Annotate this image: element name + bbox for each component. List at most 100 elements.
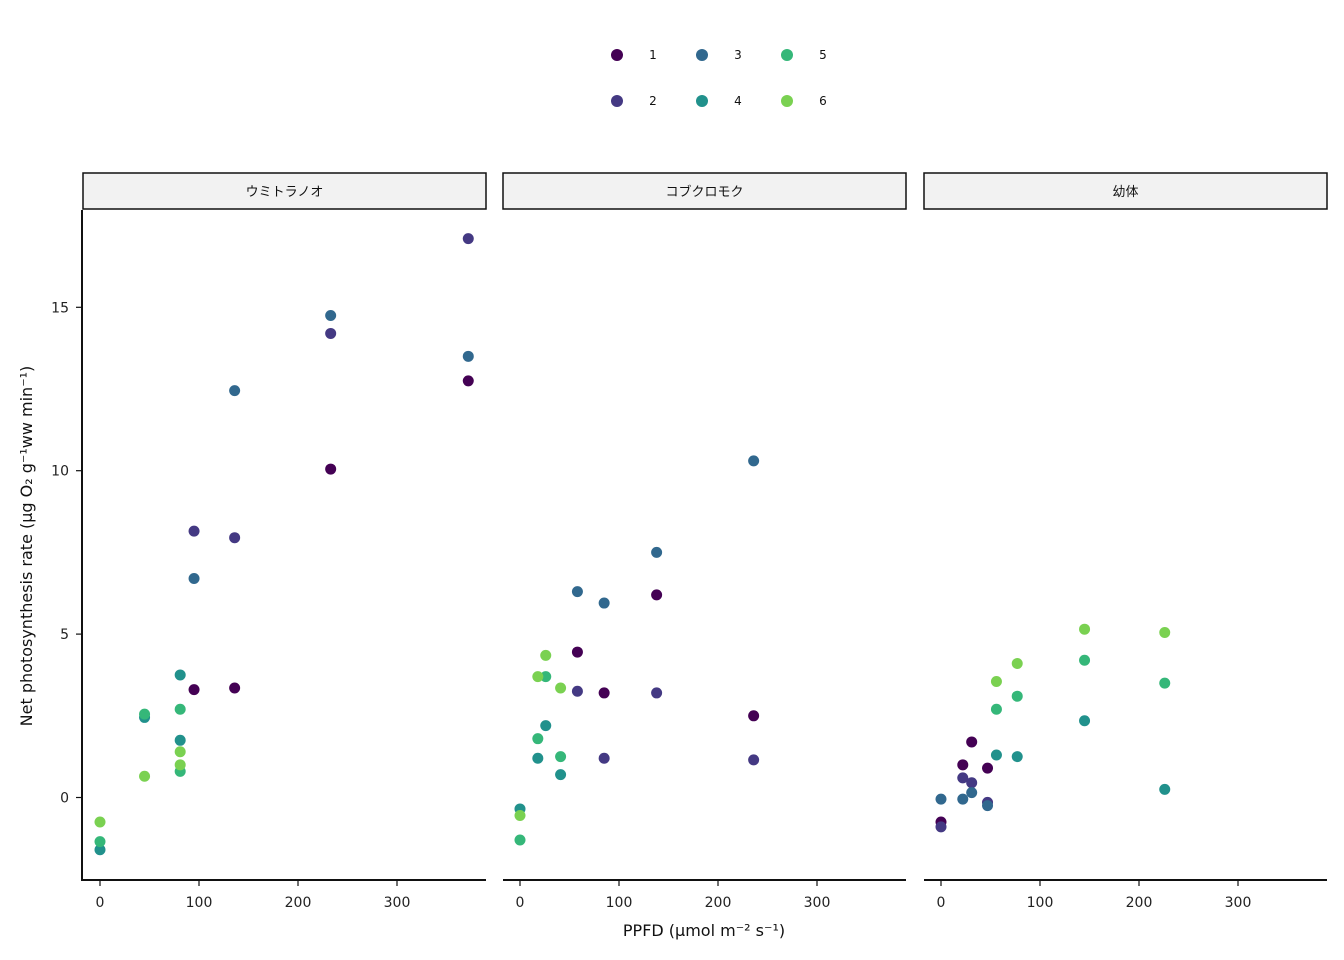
legend-item-4: 4 <box>696 94 742 108</box>
data-point-series-6 <box>1159 626 1171 638</box>
data-point-series-4 <box>1011 751 1023 763</box>
y-tick-label: 15 <box>51 300 69 316</box>
legend-label: 2 <box>649 94 657 108</box>
legend-label: 3 <box>734 48 742 62</box>
data-point-series-5 <box>174 703 186 715</box>
facet-panel-2: コブクロモク 0 100 200 300 <box>502 172 907 911</box>
legend-label: 5 <box>819 48 827 62</box>
data-point-series-2 <box>325 327 337 339</box>
data-point-series-2 <box>188 525 200 537</box>
y-tick-label: 10 <box>51 464 69 480</box>
facet-strip-label: コブクロモク <box>665 184 743 200</box>
data-point-series-2 <box>462 233 474 245</box>
data-point-series-1 <box>462 375 474 387</box>
data-point-series-3 <box>966 787 978 799</box>
data-point-series-1 <box>651 589 663 601</box>
facet-panels: ウミトラノオ 0 100 200 300 0 5 10 15 コブクロモク 0 100 200 300 幼体… <box>51 172 1328 911</box>
facet-strip <box>923 172 1328 210</box>
data-point-series-5 <box>540 671 552 683</box>
data-point-series-3 <box>957 793 969 805</box>
data-point-series-2 <box>966 777 978 789</box>
x-tick-label: 0 <box>937 895 946 911</box>
facet-panel-1: ウミトラノオ 0 100 200 300 0 5 10 15 <box>51 172 487 911</box>
data-point-series-1 <box>188 684 200 696</box>
y-tick-label: 5 <box>60 627 69 643</box>
data-point-series-6 <box>990 675 1002 687</box>
legend-label: 1 <box>649 48 657 62</box>
data-point-series-6 <box>532 671 544 683</box>
x-tick-label: 0 <box>516 895 525 911</box>
legend-item-3: 3 <box>696 48 742 62</box>
legend-key <box>696 49 708 61</box>
data-point-series-2 <box>935 821 947 833</box>
legend-label: 4 <box>734 94 742 108</box>
legend-key <box>781 95 793 107</box>
data-point-series-4 <box>532 752 544 764</box>
data-point-series-5 <box>1011 690 1023 702</box>
data-point-series-4 <box>174 669 186 681</box>
legend-item-2: 2 <box>611 94 657 108</box>
x-tick-label: 300 <box>804 895 831 911</box>
data-point-series-2 <box>748 754 760 766</box>
data-point-series-3 <box>229 385 241 397</box>
x-tick-label: 100 <box>606 895 633 911</box>
facet-panel-3: 幼体 0 100 200 300 <box>923 172 1328 911</box>
data-point-series-5 <box>1159 677 1171 689</box>
legend-item-6: 6 <box>781 94 827 108</box>
data-point-series-4 <box>1159 783 1171 795</box>
data-point-series-4 <box>555 769 567 781</box>
data-point-series-3 <box>462 350 474 362</box>
data-point-series-6 <box>540 649 552 661</box>
legend-item-1: 1 <box>611 48 657 62</box>
data-point-series-6 <box>94 816 106 828</box>
data-point-series-4 <box>990 749 1002 761</box>
x-tick-label: 0 <box>96 895 105 911</box>
data-point-series-5 <box>139 708 151 720</box>
facet-strip <box>82 172 487 210</box>
legend-item-5: 5 <box>781 48 827 62</box>
data-point-series-2 <box>229 532 241 544</box>
data-point-series-6 <box>174 759 186 771</box>
data-point-series-1 <box>966 736 978 748</box>
facet-strip-label: ウミトラノオ <box>246 185 324 200</box>
data-point-series-1 <box>748 710 760 722</box>
data-point-series-5 <box>532 733 544 745</box>
legend: 1 2 3 4 5 6 <box>611 48 827 108</box>
data-point-series-3 <box>325 309 337 321</box>
data-point-series-1 <box>982 762 994 774</box>
data-point-series-1 <box>957 759 969 771</box>
data-point-series-3 <box>598 597 610 609</box>
legend-key <box>781 49 793 61</box>
data-point-series-4 <box>174 734 186 746</box>
legend-key <box>611 95 623 107</box>
data-point-series-5 <box>514 834 526 846</box>
facet-strip <box>502 172 907 210</box>
legend-label: 6 <box>819 94 827 108</box>
data-point-series-5 <box>555 751 567 763</box>
data-point-series-3 <box>935 793 947 805</box>
data-point-series-6 <box>174 746 186 758</box>
x-tick-label: 100 <box>186 895 213 911</box>
data-point-series-1 <box>325 463 337 475</box>
data-point-series-6 <box>1079 623 1091 635</box>
data-point-series-6 <box>514 809 526 821</box>
facet-strip-label: 幼体 <box>1112 185 1138 200</box>
x-axis-title: PPFD (μmol m⁻² s⁻¹) <box>623 921 785 940</box>
x-tick-label: 300 <box>1225 895 1252 911</box>
x-tick-label: 200 <box>1126 895 1153 911</box>
data-point-series-4 <box>94 844 106 856</box>
data-point-series-3 <box>571 586 583 598</box>
data-point-series-2 <box>571 685 583 697</box>
data-point-series-1 <box>598 687 610 699</box>
x-tick-label: 300 <box>384 895 411 911</box>
x-tick-label: 200 <box>285 895 312 911</box>
legend-key <box>696 95 708 107</box>
data-point-series-1 <box>571 646 583 658</box>
data-point-series-2 <box>651 687 663 699</box>
data-point-series-6 <box>555 682 567 694</box>
data-point-series-6 <box>139 770 151 782</box>
legend-key <box>611 49 623 61</box>
data-point-series-3 <box>982 800 994 812</box>
data-point-series-3 <box>651 546 663 558</box>
